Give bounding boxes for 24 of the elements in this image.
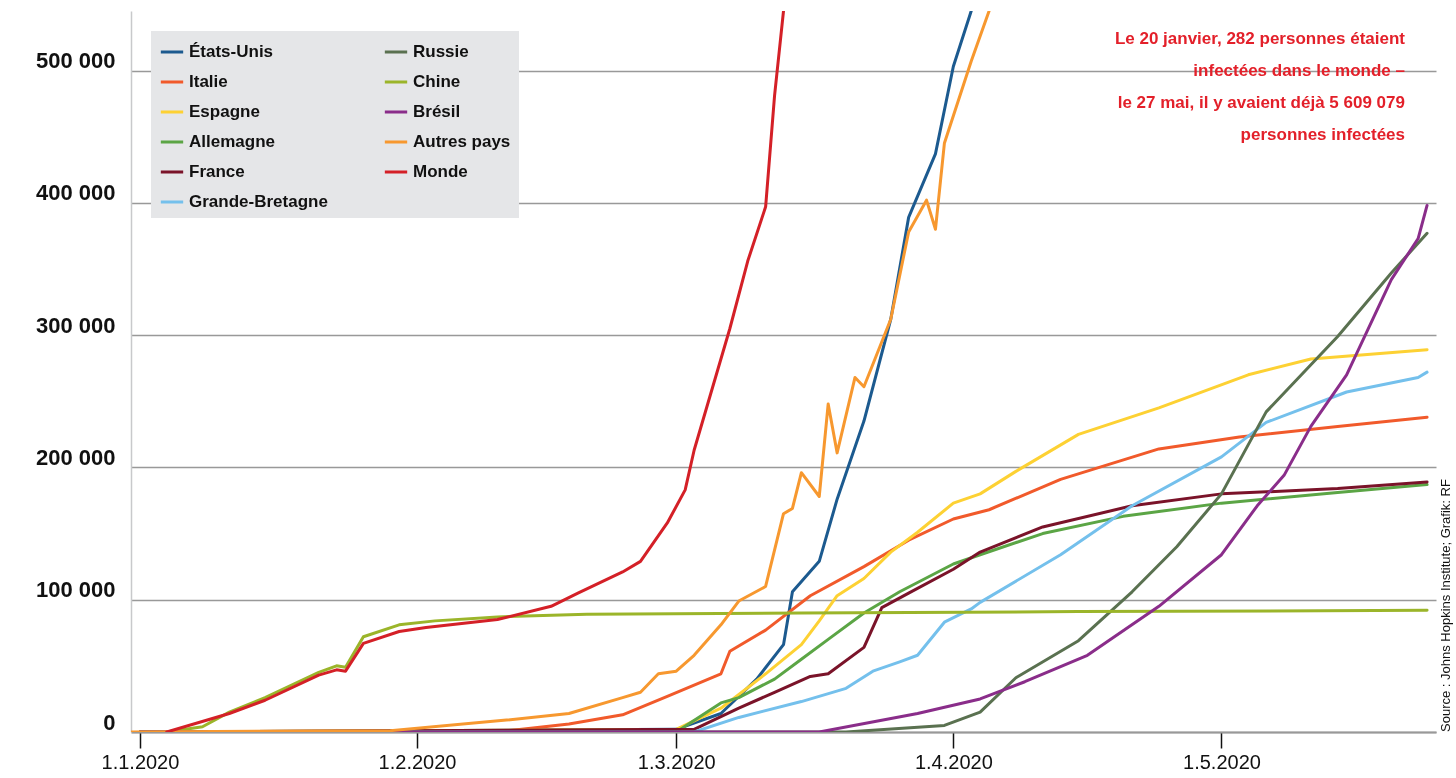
x-tick-label: 1.3.2020	[637, 750, 716, 773]
x-tick-label: 1.2.2020	[378, 750, 457, 773]
legend-label: France	[189, 162, 245, 181]
legend-label: Italie	[189, 72, 228, 91]
y-tick-label: 0	[103, 709, 116, 735]
source-note: Source : Johns Hopkins Institute; Grafik: RF	[1438, 479, 1453, 732]
legend-label: Monde	[413, 162, 468, 181]
annotation: Le 20 janvier, 282 personnes étaient infectées dans le monde – le 27 mai, il y avaient déjà 5 609 079 personnes infectées	[1114, 29, 1406, 144]
y-tick-label: 400 000	[35, 180, 116, 206]
y-tick-label: 300 000	[35, 312, 116, 338]
legend-label: Autres pays	[413, 132, 511, 151]
y-tick-label: 500 000	[35, 48, 116, 74]
legend-label: Russie	[413, 42, 469, 61]
legend-label: Allemagne	[189, 132, 275, 151]
legend-label: Chine	[413, 72, 461, 91]
x-tick-label: 1.1.2020	[101, 750, 180, 773]
legend-label: États-Unis	[189, 42, 274, 61]
legend-label: Brésil	[413, 102, 461, 121]
y-tick-label: 100 000	[35, 577, 116, 603]
y-tick-label: 200 000	[35, 444, 116, 470]
x-tick-label: 1.4.2020	[914, 750, 993, 773]
x-tick-label: 1.5.2020	[1183, 750, 1261, 773]
legend-label: Espagne	[189, 102, 260, 121]
legend-label: Grande-Bretagne	[189, 192, 328, 211]
